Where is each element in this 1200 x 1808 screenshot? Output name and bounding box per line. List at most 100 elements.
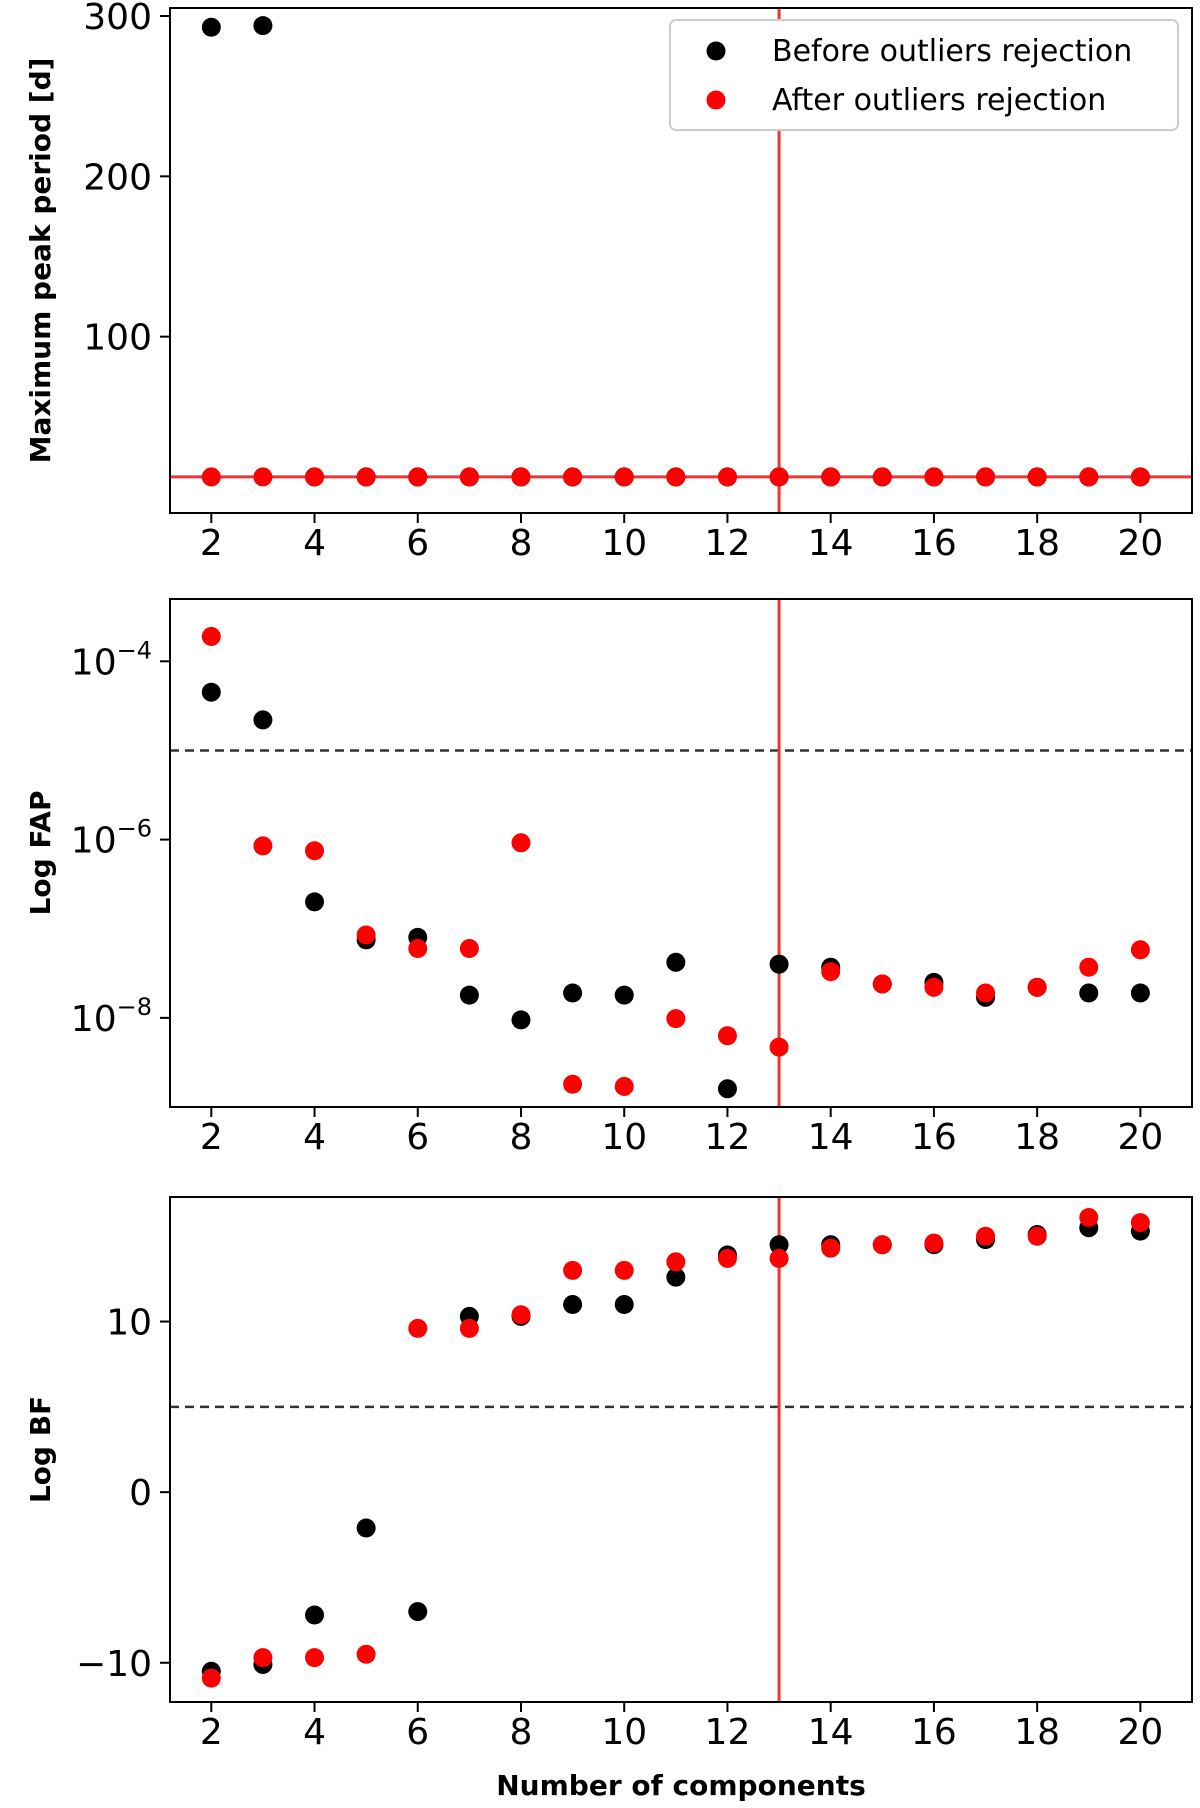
point-after: [1027, 467, 1047, 487]
point-after: [1130, 1213, 1150, 1233]
y-tick-label: 0: [129, 1473, 152, 1514]
point-before: [356, 1518, 376, 1538]
x-tick-label: 12: [705, 1117, 751, 1158]
panel-1: 2 4 6 8 10 12 14 16 18 20 100 200 300 Maximum peak pe…: [24, 0, 1193, 564]
point-before: [511, 1010, 531, 1030]
point-before: [769, 954, 789, 974]
point-after: [1130, 940, 1150, 960]
x-tick-label: 14: [808, 1117, 854, 1158]
point-after: [769, 1037, 789, 1057]
point-after: [666, 467, 686, 487]
point-before: [201, 682, 221, 702]
x-tick-label: 8: [510, 1712, 533, 1753]
x-tick-label: 4: [303, 523, 326, 564]
point-after: [769, 1248, 789, 1268]
point-after: [511, 1305, 531, 1325]
x-tick-label: 4: [303, 1712, 326, 1753]
point-after: [356, 1644, 376, 1664]
y-tick-label: −10: [76, 1644, 152, 1685]
legend-marker-before: [706, 41, 726, 61]
point-after: [305, 1648, 325, 1668]
point-after: [305, 841, 325, 861]
plot-frame: [169, 598, 1193, 1108]
point-before: [717, 1079, 737, 1099]
point-after: [872, 974, 892, 994]
point-after: [511, 467, 531, 487]
x-tick-label: 12: [705, 1712, 751, 1753]
x-tick-label: 18: [1014, 523, 1060, 564]
x-axis-label: Number of components: [496, 1769, 866, 1802]
point-after: [253, 467, 273, 487]
point-after: [408, 467, 428, 487]
x-tick-label: 20: [1117, 1117, 1163, 1158]
x-tick-label: 6: [406, 1712, 429, 1753]
panel-3: 2 4 6 8 10 12 14 16 18 20 −10 0 10 Log BF: [24, 1196, 1193, 1753]
point-after: [356, 925, 376, 945]
point-after: [872, 467, 892, 487]
point-after: [1027, 1226, 1047, 1246]
x-tick-label: 10: [601, 523, 647, 564]
point-after: [924, 1233, 944, 1253]
x-tick-label: 2: [200, 1712, 223, 1753]
x-tick-label: 8: [510, 1117, 533, 1158]
point-before: [408, 1602, 428, 1622]
point-after: [872, 1235, 892, 1255]
point-after: [614, 467, 634, 487]
point-after: [717, 1026, 737, 1046]
legend-box: [669, 19, 1179, 131]
point-before: [1130, 983, 1150, 1003]
legend-label-after: After outliers rejection: [772, 83, 1106, 118]
x-tick-label: 6: [406, 523, 429, 564]
point-after: [459, 938, 479, 958]
point-before: [614, 1294, 634, 1314]
point-before: [201, 17, 221, 37]
point-after: [1079, 957, 1099, 977]
legend-marker-after: [706, 90, 726, 110]
point-before: [563, 983, 583, 1003]
point-after: [1079, 467, 1099, 487]
y-axis-label: Maximum peak period [d]: [24, 58, 57, 464]
point-after: [666, 1252, 686, 1272]
point-after: [614, 1260, 634, 1280]
x-tick-label: 18: [1014, 1712, 1060, 1753]
point-after: [821, 467, 841, 487]
x-tick-label: 6: [406, 1117, 429, 1158]
point-after: [511, 833, 531, 853]
point-after: [1027, 977, 1047, 997]
point-after: [253, 1648, 273, 1668]
legend-label-before: Before outliers rejection: [772, 34, 1132, 69]
x-tick-label: 4: [303, 1117, 326, 1158]
point-after: [253, 836, 273, 856]
y-tick-label: 10: [106, 1303, 152, 1344]
point-after: [924, 467, 944, 487]
point-before: [769, 1235, 789, 1255]
point-before: [253, 710, 273, 730]
point-after: [614, 1076, 634, 1096]
x-tick-label: 10: [601, 1117, 647, 1158]
point-before: [666, 952, 686, 972]
x-tick-label: 14: [808, 1712, 854, 1753]
x-tick-label: 2: [200, 1117, 223, 1158]
y-tick-label: 10−8: [71, 993, 152, 1040]
y-tick-label: 10−4: [71, 636, 152, 683]
point-before: [614, 985, 634, 1005]
point-after: [1079, 1207, 1099, 1227]
point-after: [976, 983, 996, 1003]
point-before: [305, 892, 325, 912]
point-after: [821, 1238, 841, 1258]
point-after: [976, 1226, 996, 1246]
point-after: [563, 467, 583, 487]
x-tick-label: 8: [510, 523, 533, 564]
point-after: [201, 467, 221, 487]
x-tick-label: 18: [1014, 1117, 1060, 1158]
y-axis-label: Log BF: [24, 1396, 57, 1503]
point-after: [976, 467, 996, 487]
point-after: [1130, 467, 1150, 487]
point-after: [821, 962, 841, 982]
point-after: [201, 1668, 221, 1688]
point-after: [769, 467, 789, 487]
point-after: [356, 467, 376, 487]
point-after: [717, 467, 737, 487]
y-axis-label: Log FAP: [24, 791, 57, 916]
